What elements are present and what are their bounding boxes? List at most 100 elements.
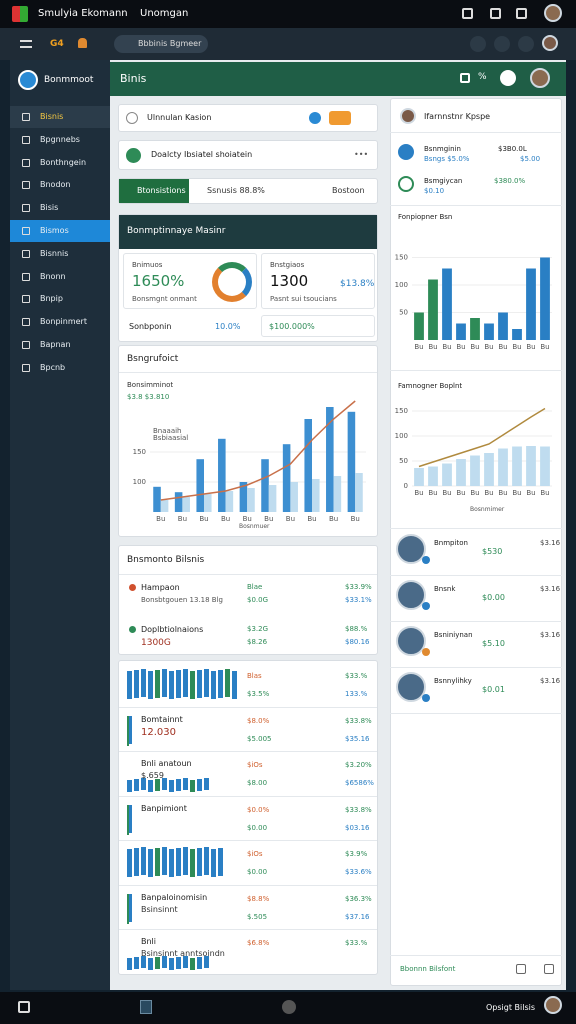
toolbar-icon[interactable] [470,36,486,52]
person-amount: $530 [482,547,503,556]
search-box[interactable]: Bbbinis Bgmeer [114,35,208,53]
nav-icon [22,113,30,121]
row-title: Bsnmginin [424,145,461,153]
row-title: Doplbtiolnaions [141,625,204,634]
mini-bar [190,958,195,970]
mini-bar [148,671,153,699]
row-right: $33.9% [345,583,372,591]
row-title: Hampaon [141,583,180,592]
person-right: $3.16 [540,677,561,685]
nav-item[interactable]: Bnonn [10,266,110,288]
nav-item[interactable]: Bpgnnebs [10,129,110,151]
mini-bar [183,669,188,697]
divider [390,621,562,622]
notice-card: Doalcty Ibsiatel shoiatein ••• [118,140,378,170]
os-icon[interactable] [516,8,527,19]
mini-sub: $.659 [141,771,164,780]
list-title: Bnsmonto Bilsnis [127,555,205,565]
row-mid: $3.2G [247,625,269,633]
tab-label: Btonsistions [137,186,186,195]
app-badge: G4 [50,39,64,49]
mini-mid: $0.0% [247,805,270,814]
status-icon [309,112,321,124]
mini-bar [169,958,174,970]
mini-bar [134,957,139,969]
footer-icon[interactable] [516,964,526,974]
donut [212,262,252,302]
trend-line [160,400,356,501]
row-sub: Bsngs $5.0% [424,155,470,163]
mini-bar [183,778,188,790]
nav-item[interactable]: Bisnnis [10,243,110,265]
notice-icon [126,148,141,163]
close-icon[interactable] [353,354,363,364]
footer-icon[interactable] [544,964,554,974]
x-tick-label: Bu [351,515,360,523]
mini-bar [218,848,223,876]
mini-bar [127,780,132,792]
tab[interactable]: Ssnusis 88.8% [199,179,265,203]
tab[interactable]: Btonsistions [119,179,189,203]
header-icon[interactable] [500,70,516,86]
nav-item[interactable]: Bnpip [10,288,110,310]
toolbar-icon[interactable] [494,36,510,52]
x-tick-label: Bu [286,515,295,523]
stat-sub: Bonsmgnt onmant [132,295,197,303]
mini-title: Bnli [141,937,157,946]
row-mid2: $0.0G [247,596,269,604]
bar [290,482,298,512]
nav-label: Bpcnb [40,362,66,372]
bell[interactable] [78,38,87,48]
nav-item[interactable]: Bnodon [10,174,110,196]
row-mid: Blae [247,583,263,591]
right-footer: Bbonnn Bilsfont [400,965,456,973]
mini-bar [127,715,129,746]
mini-mid: $8.0% [247,716,270,725]
nav-item[interactable]: Bapnan [10,334,110,356]
mini-right: $3.9% [345,850,368,858]
bar [312,479,320,512]
nav-item[interactable]: Bismos [10,220,110,242]
nav-item[interactable]: Bonthngein [10,152,110,174]
mini-bar [204,669,209,697]
tab[interactable]: Bostoon [324,179,384,203]
divider [390,132,562,133]
divider [390,205,562,206]
os-bar [0,0,576,28]
nav-icon [22,158,30,167]
header-icon[interactable] [460,73,470,83]
bar [204,494,212,512]
growth-title: Bsngrufoict [127,354,179,364]
nav-item[interactable]: Bisnis [10,106,110,128]
nav-item[interactable]: Bpcnb [10,357,110,379]
divider [390,667,562,668]
bar [218,438,226,512]
menu-button[interactable] [20,40,32,48]
mini-right2: $33.6% [345,868,372,876]
os-icon[interactable] [462,8,473,19]
person-right: $3.16 [540,631,561,639]
task-icon[interactable] [140,1000,152,1014]
row-mid2: $8.26 [247,638,268,646]
avatar [396,626,426,656]
task-icon[interactable] [282,1000,296,1014]
home-button[interactable] [18,1001,30,1013]
nav-item[interactable]: Bisis [10,197,110,219]
mini-mid2: $8.00 [247,779,268,787]
y-tick-label: 0 [404,482,408,490]
nav-item[interactable]: Bonpinmert [10,311,110,333]
y-tick-label: 50 [399,457,408,465]
bar [484,453,494,486]
person-badge [422,648,430,656]
mini-bar [232,671,237,699]
os-icon[interactable] [490,8,501,19]
x-tick-label: Bu [470,489,479,497]
trend-line [418,407,546,468]
mini-bar [225,669,230,697]
bar [456,459,466,486]
growth-legend: Bonsimminot [127,381,174,389]
toolbar-icon[interactable] [518,36,534,52]
nav-icon [22,135,30,144]
x-tick-label: Bu [178,515,187,523]
row-sub2: $5.00 [520,155,541,163]
